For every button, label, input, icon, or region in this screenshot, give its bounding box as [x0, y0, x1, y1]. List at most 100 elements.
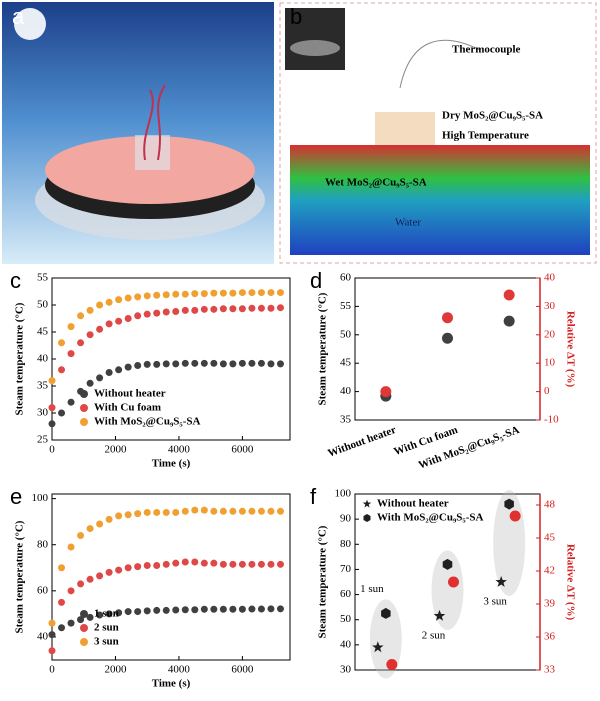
point: [257, 507, 265, 515]
point: [96, 611, 104, 619]
point: [162, 308, 170, 316]
point: [229, 289, 237, 297]
x-tick-label: 0: [49, 444, 55, 456]
y2-tick-label: 10: [544, 357, 556, 369]
point: [210, 559, 218, 567]
point: [200, 605, 208, 613]
y-tick-label: 60: [340, 588, 352, 600]
point: [276, 360, 284, 368]
point: [134, 361, 142, 369]
x-axis-label: Time (s): [152, 678, 191, 690]
y-axis-label: Steam temperature (°C): [317, 292, 329, 405]
y2-tick-label: 40: [544, 272, 556, 284]
point: [172, 606, 180, 614]
point: [181, 359, 189, 367]
point: [200, 359, 208, 367]
point: [210, 359, 218, 367]
point: [58, 598, 66, 606]
hexagon-marker: [381, 607, 391, 619]
point: [96, 520, 104, 528]
dry-layer: [375, 112, 435, 150]
category-label: 2 sun: [422, 629, 446, 641]
point: [276, 304, 284, 312]
point: [96, 325, 104, 333]
y-tick-label: 45: [37, 326, 49, 338]
y2-tick-label: -10: [544, 414, 559, 426]
point: [77, 532, 85, 539]
point: [267, 507, 275, 515]
y-axis-label: Steam temperature (°C): [14, 520, 26, 633]
point: [67, 587, 75, 595]
point: [162, 291, 170, 299]
point: [276, 560, 284, 568]
legend-marker: [80, 390, 88, 398]
vapor: [143, 84, 166, 161]
point: [448, 576, 459, 588]
point: [143, 561, 151, 569]
point: [257, 289, 265, 297]
point: [248, 507, 256, 515]
panel-label: c: [10, 268, 21, 293]
cup: [135, 135, 170, 170]
y-tick-label: 35: [340, 414, 352, 426]
y-tick-label: 90: [340, 513, 352, 525]
y-tick-label: 50: [340, 613, 352, 625]
y-tick-label: 50: [340, 328, 352, 340]
point: [153, 360, 161, 368]
y2-tick-label: 42: [544, 565, 555, 577]
point: [153, 309, 161, 317]
point: [191, 506, 199, 514]
star-marker: [372, 641, 384, 653]
y-tick-label: 45: [340, 357, 352, 369]
point: [153, 508, 161, 516]
annotation: Wet MoS₂@Cu₉S₅-SA: [325, 177, 427, 189]
panel-label: f: [310, 484, 317, 509]
y-tick-label: 70: [340, 563, 352, 575]
annotation: Thermocouple: [452, 44, 521, 56]
point: [67, 350, 75, 358]
point: [77, 616, 85, 624]
point: [181, 306, 189, 314]
point: [229, 360, 237, 368]
point: [248, 359, 256, 367]
y2-tick-label: 33: [544, 664, 556, 676]
point: [191, 359, 199, 367]
point: [105, 298, 113, 306]
point: [172, 360, 180, 368]
point: [58, 564, 66, 572]
point: [181, 558, 189, 566]
y2-tick-label: 0: [544, 385, 550, 397]
legend-marker: [80, 418, 88, 426]
category-label: 3 sun: [483, 596, 507, 608]
photo-beaker: [290, 40, 340, 56]
point: [86, 379, 94, 387]
point: [267, 304, 275, 312]
panel-label: b: [290, 4, 302, 29]
point: [181, 507, 189, 515]
point: [219, 605, 227, 613]
point: [172, 290, 180, 298]
point: [67, 543, 75, 551]
point: [191, 306, 199, 314]
y-tick-label: 30: [37, 407, 49, 419]
point: [105, 515, 113, 523]
point: [86, 575, 94, 583]
legend-label: Without heater: [94, 388, 166, 400]
point: [58, 409, 66, 417]
point: [200, 559, 208, 567]
point: [96, 301, 104, 309]
point: [380, 386, 392, 398]
point: [143, 292, 151, 300]
legend-marker: [80, 610, 88, 618]
point: [191, 606, 199, 614]
point: [134, 563, 142, 571]
point: [105, 320, 113, 328]
point: [248, 289, 256, 297]
legend-marker: [363, 514, 371, 522]
plot-frame: [51, 493, 291, 661]
x-tick-label: 6000: [231, 444, 254, 456]
point: [257, 560, 265, 568]
y-tick-label: 80: [37, 538, 49, 550]
y-tick-label: 80: [340, 538, 352, 550]
